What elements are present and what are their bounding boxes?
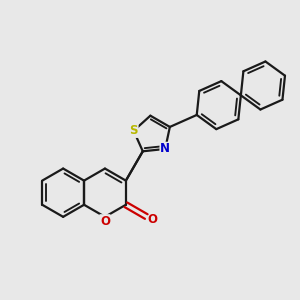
Text: N: N (160, 142, 170, 155)
Text: O: O (100, 215, 110, 228)
Text: S: S (129, 124, 138, 137)
Text: O: O (147, 213, 157, 226)
